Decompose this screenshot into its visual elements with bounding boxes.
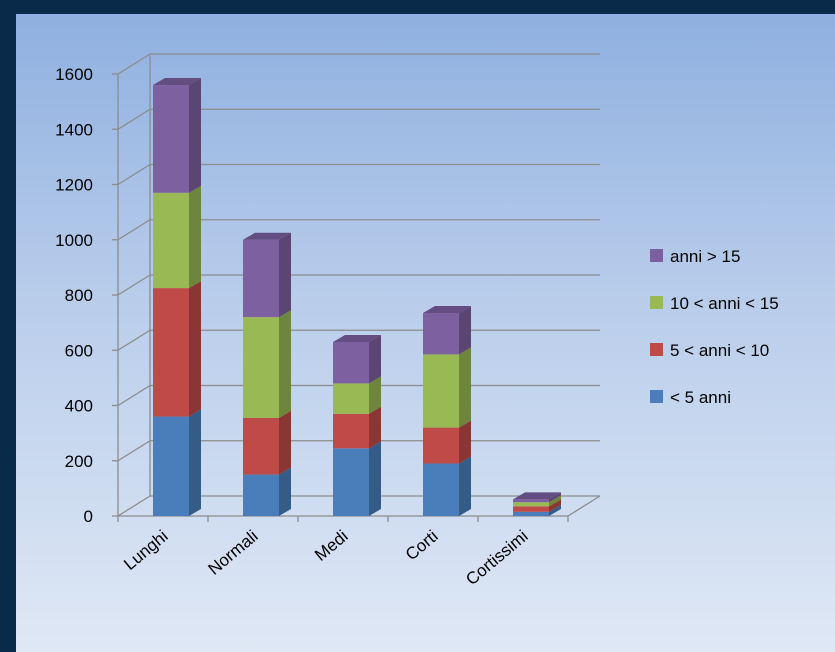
bar-segment-side [279, 467, 291, 516]
legend-swatch [650, 249, 663, 262]
bar-segment-side [459, 420, 471, 464]
bar-segment-side [549, 499, 561, 512]
y-tick-label: 400 [65, 397, 93, 416]
bar-segment-side [189, 78, 201, 193]
bar-segment [423, 463, 459, 516]
bar-segment [513, 506, 549, 512]
bar-segment-side [189, 281, 201, 417]
bar-segment [243, 417, 279, 475]
bar-segment [423, 427, 459, 464]
bar-segment [333, 413, 369, 449]
x-tick-label: Cortissimi [462, 527, 531, 590]
bar-top [513, 492, 561, 500]
legend-label: 5 < anni < 10 [670, 341, 769, 360]
bar-top [243, 232, 291, 240]
bar-segment [333, 341, 369, 384]
legend-swatch [650, 343, 663, 356]
bar-segment [423, 354, 459, 428]
bar-segment-side [279, 310, 291, 418]
bar-top [333, 334, 381, 342]
bar-segment-side [459, 305, 471, 355]
bar-segment-side [459, 347, 471, 428]
side-gridline [117, 440, 151, 462]
y-tick-label: 600 [65, 341, 93, 360]
y-tick-label: 800 [65, 286, 93, 305]
legend-swatch [650, 296, 663, 309]
bar-segment-side [549, 504, 561, 516]
legend-label: 10 < anni < 15 [670, 294, 779, 313]
bar-segment-side [189, 409, 201, 516]
bar-segment-side [549, 492, 561, 503]
bar-segment [243, 239, 279, 318]
side-gridline [117, 53, 151, 75]
bar-top [153, 78, 201, 86]
bar-segment [243, 474, 279, 516]
y-tick-label: 1400 [55, 120, 93, 139]
bar-segment-side [369, 441, 381, 516]
legend-label: anni > 15 [670, 247, 740, 266]
bar-segment [153, 192, 189, 289]
legend-label: < 5 anni [670, 388, 731, 407]
bar-segment [243, 317, 279, 418]
bar-segment-side [279, 410, 291, 475]
y-tick-label: 200 [65, 452, 93, 471]
y-tick-label: 1600 [55, 65, 93, 84]
bar-segment-side [369, 334, 381, 384]
bar-segment-side [459, 456, 471, 516]
bar-segment [153, 288, 189, 417]
bar-segment-side [549, 495, 561, 507]
bar-segment [513, 511, 549, 516]
bar-segment [333, 448, 369, 516]
bar-top [423, 305, 471, 313]
bar-segment [513, 502, 549, 507]
side-gridline [117, 274, 151, 296]
x-tick-label: Normali [204, 527, 261, 579]
bar-segment-side [369, 376, 381, 414]
y-tick-label: 1000 [55, 231, 93, 250]
bar-segment-side [369, 406, 381, 449]
x-tick-label: Lunghi [120, 527, 171, 574]
y-tick-label: 0 [84, 507, 93, 526]
side-gridline [117, 219, 151, 241]
bar-segment [153, 416, 189, 516]
side-gridline [117, 329, 151, 351]
bar-segment [423, 312, 459, 355]
side-gridline [117, 108, 151, 130]
side-gridline [117, 384, 151, 407]
bar-segment [333, 383, 369, 414]
bar-segment-side [189, 185, 201, 289]
bar-segment-side [279, 232, 291, 318]
legend-swatch [650, 390, 663, 403]
x-tick-label: Corti [402, 527, 442, 565]
side-gridline [117, 163, 151, 186]
side-gridline [117, 495, 151, 517]
bar-segment [513, 499, 549, 503]
bar-segment [153, 85, 189, 193]
x-tick-label: Medi [311, 527, 351, 565]
y-tick-label: 1200 [55, 176, 93, 195]
